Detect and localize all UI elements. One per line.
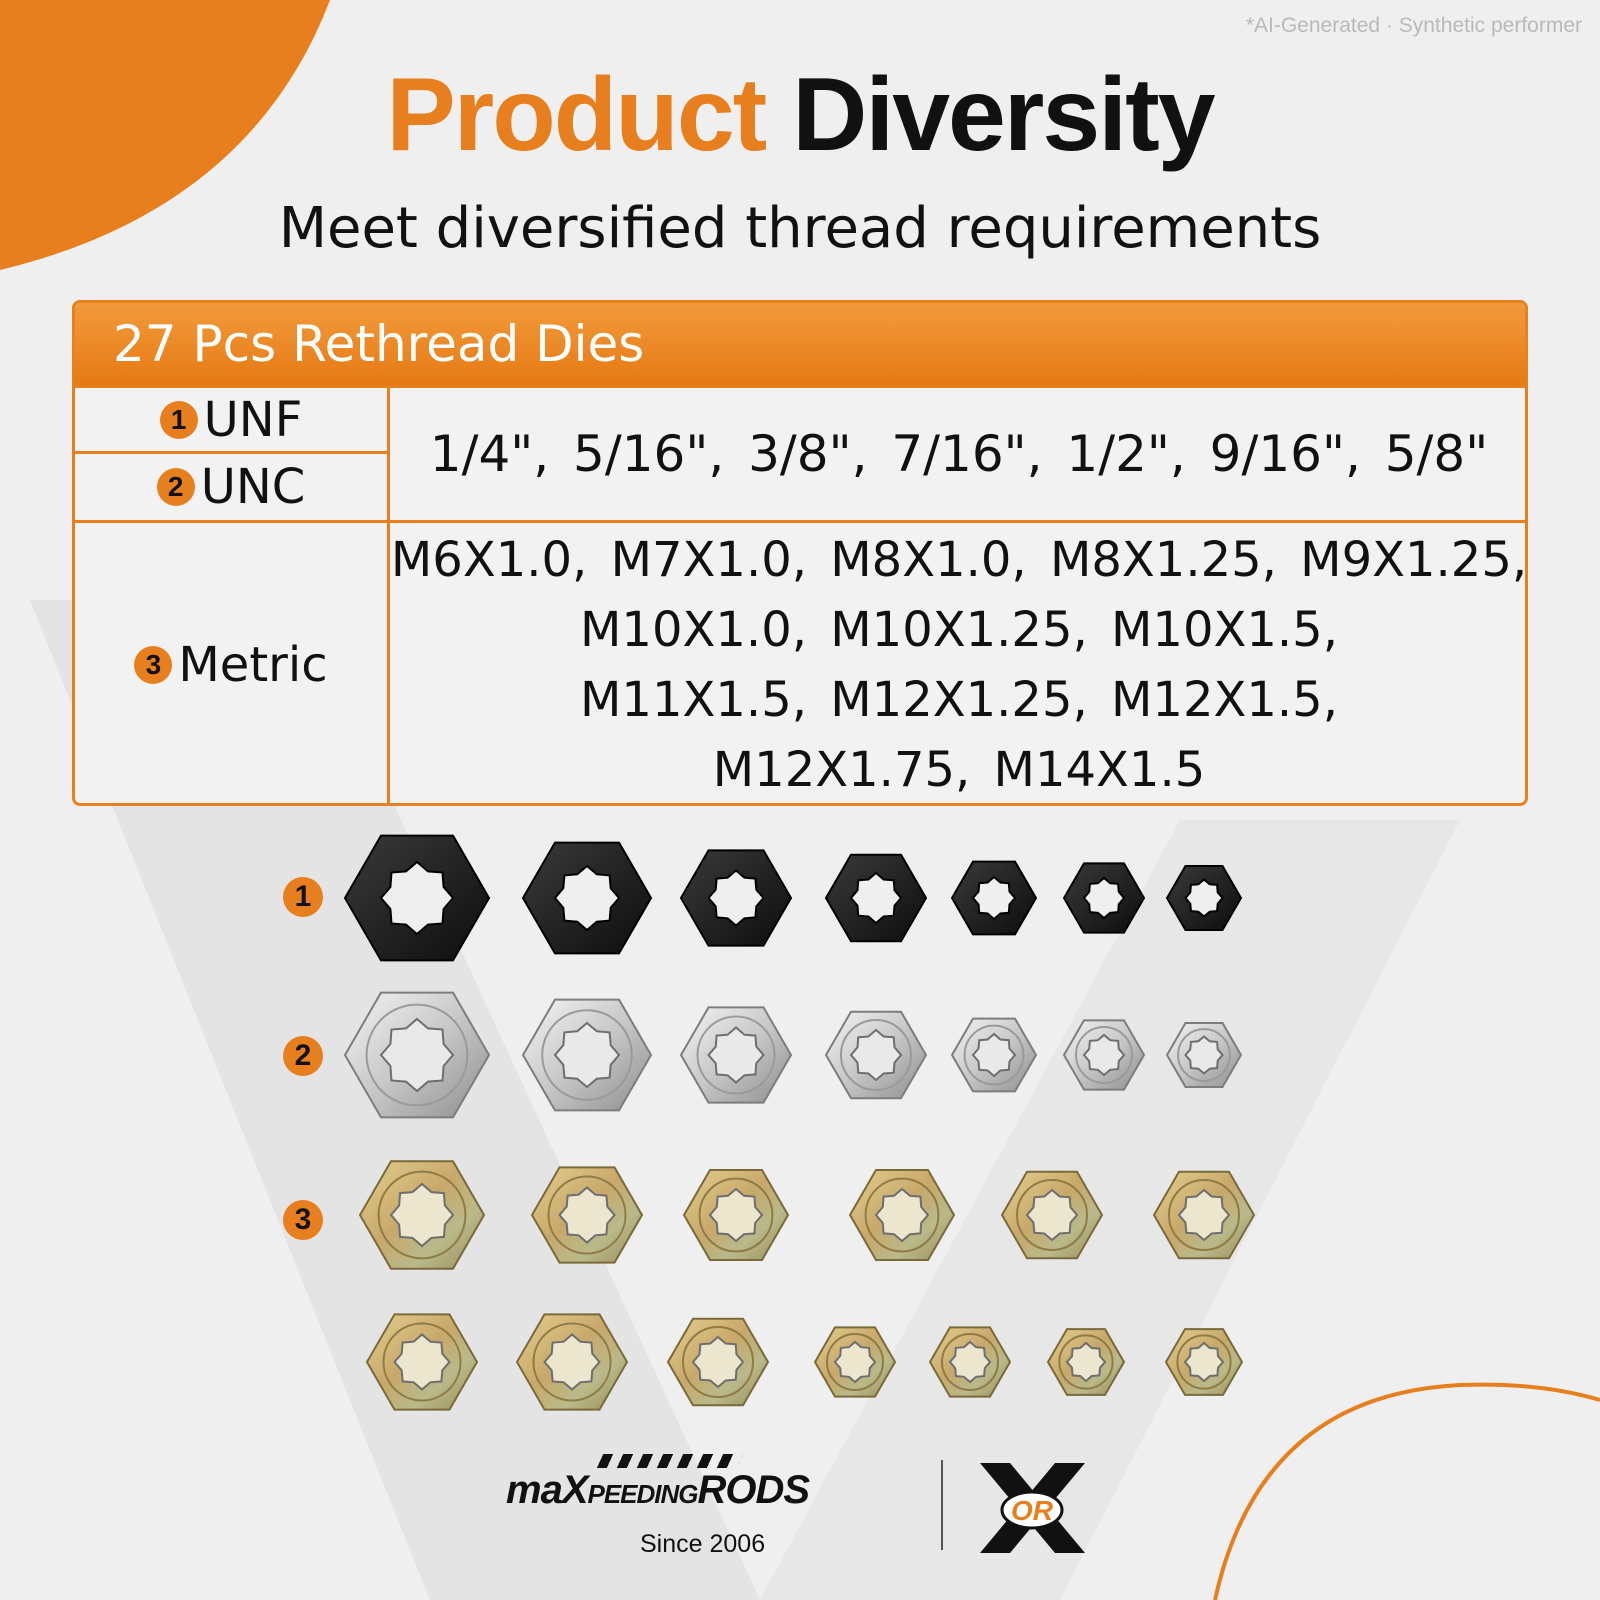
- die-gold-3-4: [930, 1327, 1010, 1396]
- die-gold-3-0: [367, 1314, 477, 1409]
- die-black-0-4: [952, 862, 1036, 935]
- die-gold-3-5: [1048, 1329, 1124, 1395]
- die-black-0-1: [523, 843, 651, 954]
- emblem-text: OR: [1011, 1495, 1054, 1526]
- die-gold-3-1: [517, 1314, 627, 1409]
- logo-divider: [941, 1460, 943, 1550]
- checker-flag-icon: [597, 1454, 744, 1468]
- die-silver-1-2: [681, 1007, 791, 1102]
- die-silver-1-4: [952, 1019, 1036, 1092]
- die-silver-1-5: [1064, 1020, 1144, 1089]
- die-gold-2-4: [1002, 1172, 1102, 1259]
- die-black-0-2: [681, 850, 791, 945]
- die-gold-3-6: [1166, 1329, 1242, 1395]
- die-gold-2-0: [360, 1161, 484, 1268]
- brand-since: Since 2006: [640, 1530, 765, 1559]
- die-black-0-5: [1064, 863, 1144, 932]
- die-gold-2-1: [532, 1167, 642, 1262]
- brand-name-right: RODS: [698, 1468, 810, 1512]
- die-silver-1-0: [345, 993, 489, 1118]
- brand-footer: maXPEEDINGRODS Since 2006 OR: [0, 1450, 1600, 1600]
- die-silver-1-3: [826, 1012, 926, 1099]
- brand-name-middle: PEEDING: [588, 1479, 698, 1509]
- die-gold-2-2: [684, 1170, 788, 1260]
- die-gold-3-2: [668, 1319, 768, 1406]
- die-gold-3-3: [815, 1327, 895, 1396]
- brand-logo: maXPEEDINGRODS: [506, 1468, 809, 1513]
- die-silver-1-1: [523, 1000, 651, 1111]
- die-gold-2-3: [850, 1170, 954, 1260]
- x-emblem-icon: OR: [975, 1458, 1090, 1558]
- die-gold-2-5: [1154, 1172, 1254, 1259]
- die-black-0-0: [345, 836, 489, 961]
- brand-name-left: maX: [506, 1468, 588, 1512]
- die-black-0-3: [826, 855, 926, 942]
- die-silver-1-6: [1167, 1023, 1241, 1087]
- die-black-0-6: [1167, 866, 1241, 930]
